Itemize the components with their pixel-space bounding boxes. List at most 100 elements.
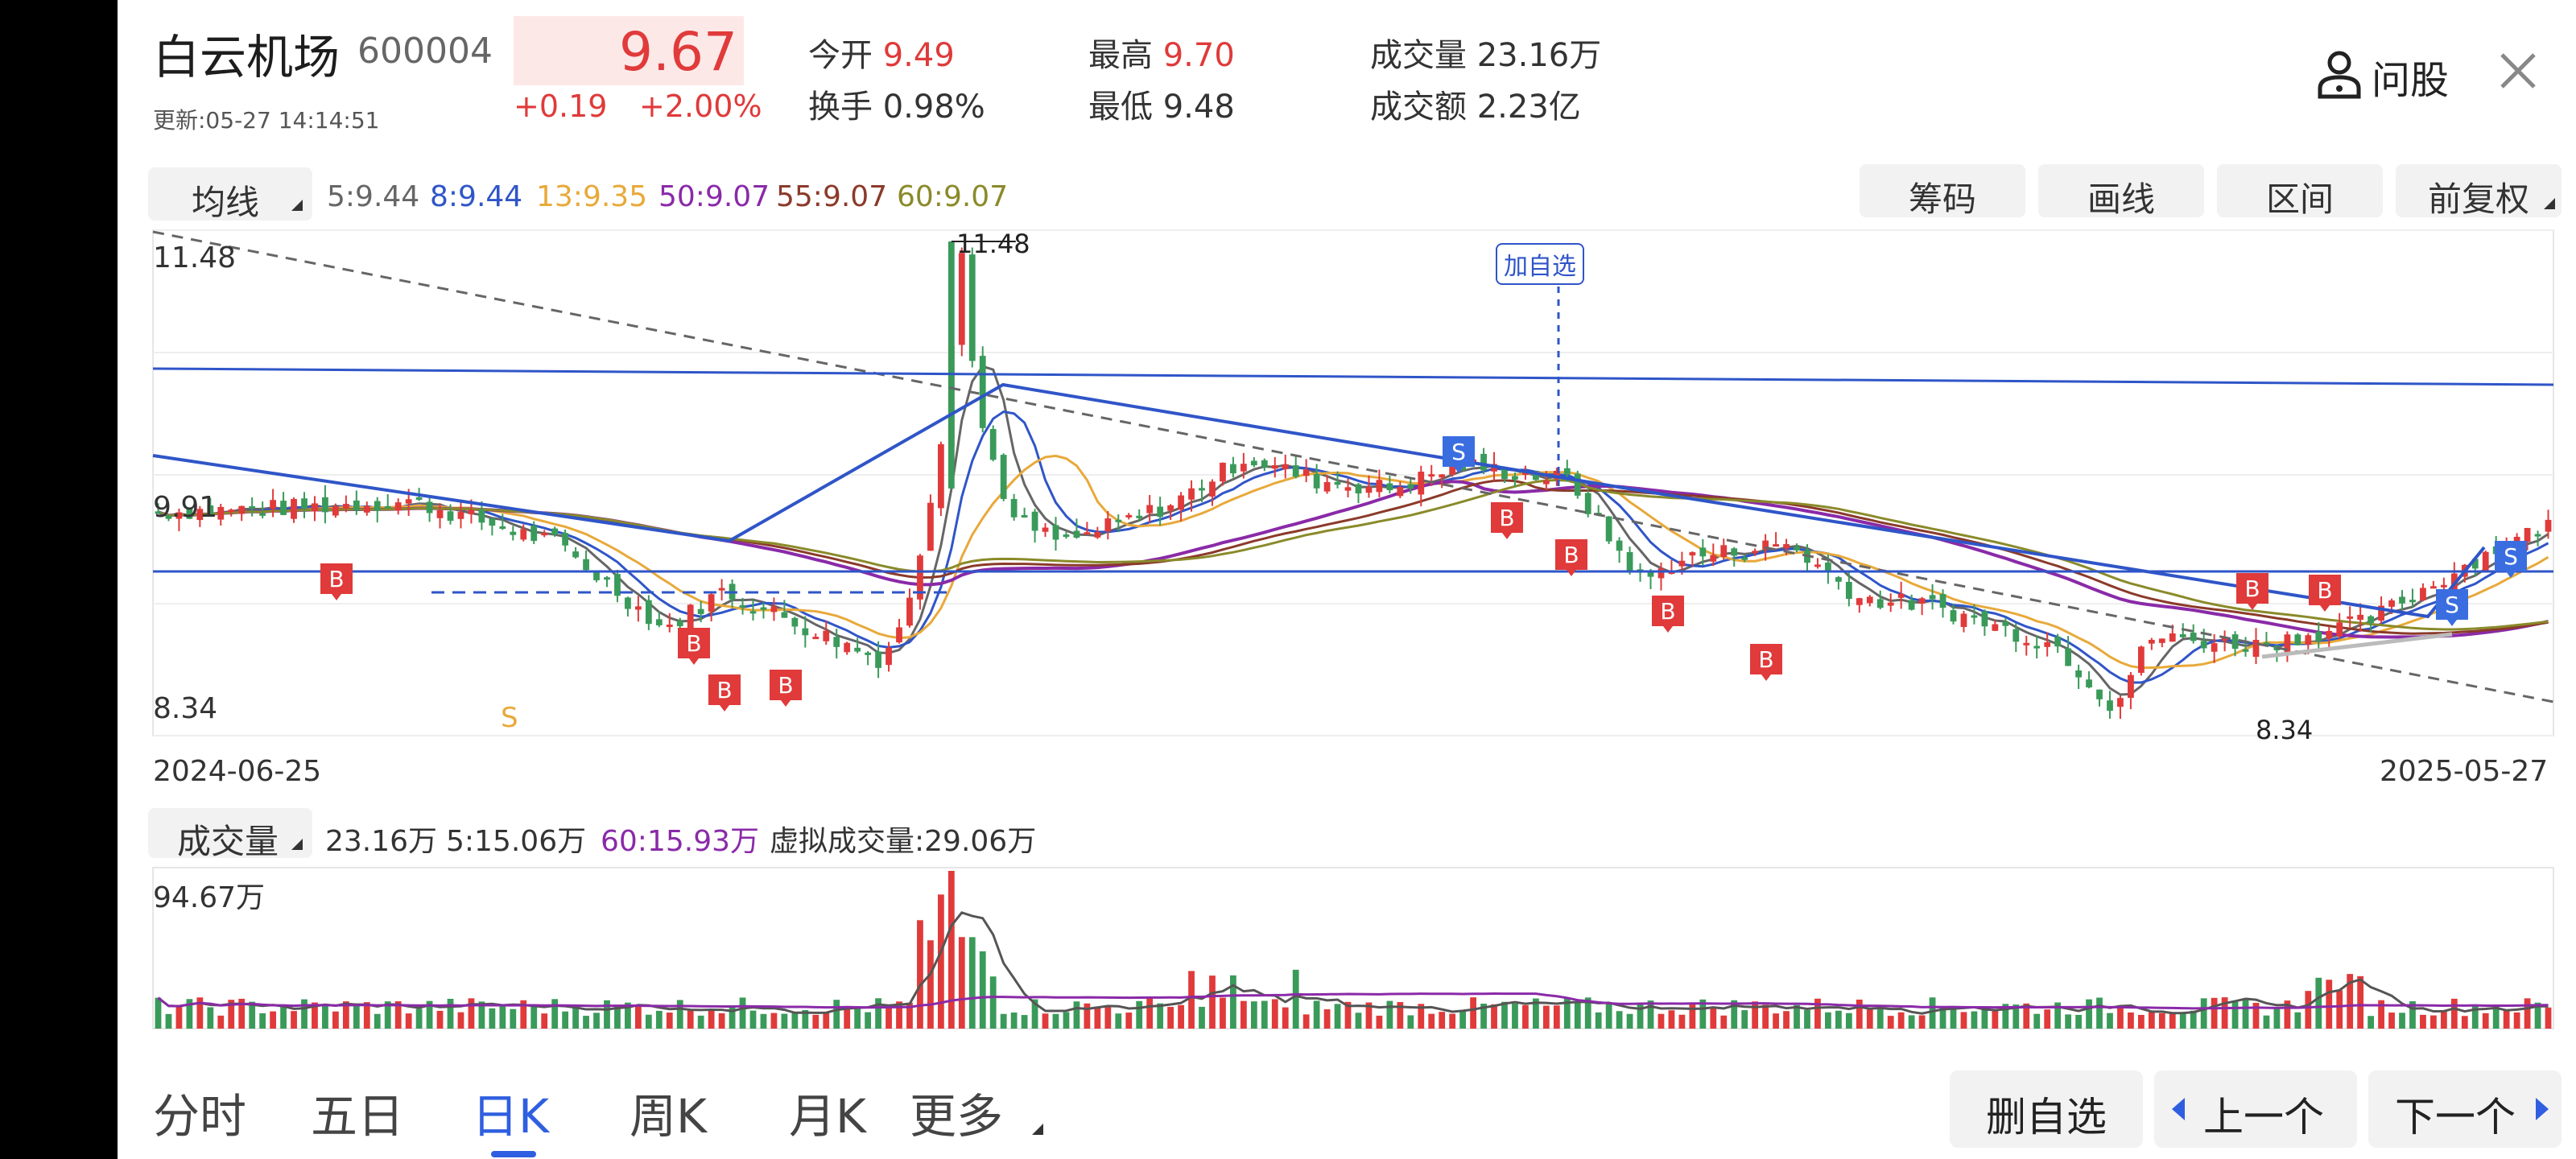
candle-body: [1741, 557, 1748, 560]
buy-mark-text: B: [778, 672, 793, 699]
volume-bar: [353, 1003, 360, 1029]
tab-intraday[interactable]: 分时: [153, 1089, 247, 1144]
candle-body: [968, 254, 976, 361]
candle-body: [1418, 472, 1425, 495]
volume-bar: [1563, 998, 1571, 1029]
volume-bar: [322, 1004, 328, 1029]
buy-mark-text: B: [716, 677, 732, 703]
volume-bar: [175, 1006, 183, 1029]
volume-bar: [1845, 1013, 1852, 1029]
volume-bar: [781, 1013, 788, 1029]
volume-bar: [2399, 1013, 2405, 1029]
candle-body: [958, 253, 965, 345]
ma-selector[interactable]: 均线: [148, 167, 312, 222]
close-icon[interactable]: [2492, 45, 2544, 97]
volume-bar: [342, 1001, 349, 1029]
candle-body: [1887, 602, 1894, 606]
volume-bar: [2388, 1013, 2395, 1029]
chips-button[interactable]: 筹码: [1860, 164, 2025, 219]
prev-stock-button[interactable]: 上一个: [2154, 1070, 2357, 1148]
candle-body: [228, 509, 235, 513]
candle-body: [363, 506, 370, 513]
candle-body: [2305, 635, 2312, 645]
volume-chart[interactable]: [118, 861, 2576, 1038]
volume-bar: [1167, 1007, 1174, 1029]
candle-body: [2200, 641, 2207, 649]
volume-bar: [1480, 1003, 1487, 1029]
ask-stock-button[interactable]: 问股: [2315, 45, 2486, 103]
candle-body: [2534, 534, 2541, 537]
volume-bar: [604, 1000, 610, 1029]
candle-body: [1866, 596, 1873, 604]
volume-bar: [1459, 1010, 1467, 1029]
chevron-left-icon: [2172, 1098, 2185, 1120]
volume-bar: [844, 1005, 851, 1029]
candle-body: [1908, 600, 1915, 610]
volume-bar: [2065, 1014, 2072, 1029]
volume-bar: [1021, 1015, 1028, 1029]
virtual-volume: 虚拟成交量:29.06万: [770, 825, 1037, 858]
volume-bar: [457, 1012, 464, 1029]
volume-bar: [1376, 1015, 1383, 1029]
volume-selector[interactable]: 成交量: [148, 808, 312, 861]
volume-bar: [1794, 1004, 1800, 1029]
tab-monthly[interactable]: 月K: [789, 1089, 867, 1144]
candle-body: [781, 612, 788, 618]
candle-body: [1762, 540, 1769, 550]
volume-bar: [2086, 999, 2092, 1029]
volume-bar: [2524, 998, 2531, 1029]
ma-50: 50:9.07: [658, 180, 770, 213]
volume-bar: [238, 998, 246, 1029]
volume-bar: [2054, 1002, 2062, 1029]
tab-weekly[interactable]: 周K: [630, 1089, 708, 1144]
adjust-button[interactable]: 前复权: [2396, 164, 2562, 219]
volume-bar: [1010, 1013, 1018, 1029]
candle-body: [1439, 474, 1446, 478]
volume-bar: [374, 1013, 381, 1029]
candle-body: [2211, 643, 2218, 652]
draw-line-button[interactable]: 画线: [2038, 164, 2204, 219]
candle-body: [405, 499, 412, 504]
trend-line-dashed: [152, 230, 2554, 703]
quote-high: 最高 9.70: [1088, 29, 1235, 76]
volume-bar: [1323, 1009, 1331, 1029]
corner-arrow-icon: [291, 839, 303, 850]
more-tab[interactable]: 更多: [910, 1079, 1055, 1144]
volume-bar: [217, 1015, 225, 1029]
volume-bar: [875, 998, 881, 1029]
candle-body: [1125, 514, 1133, 518]
candle-body: [927, 502, 934, 551]
ma-8: 8:9.44: [430, 180, 523, 213]
volume-bar: [947, 871, 955, 1029]
candle-body: [1647, 572, 1654, 577]
buy-mark-text: B: [686, 630, 701, 657]
candle-body: [301, 498, 308, 509]
tab-five-day[interactable]: 五日: [311, 1089, 405, 1144]
volume-bar: [739, 997, 746, 1029]
candle-body: [833, 637, 840, 647]
candle-body: [2221, 637, 2228, 641]
volume-bar: [1240, 1000, 1247, 1029]
candle-body: [634, 606, 642, 610]
volume-bar: [2357, 975, 2364, 1029]
add-watch-tag[interactable]: 加自选: [1496, 243, 1584, 285]
candle-body: [2023, 642, 2030, 645]
remove-watch-button[interactable]: 删自选: [1950, 1070, 2143, 1148]
volume-bar: [1209, 975, 1216, 1029]
volume-bar: [1439, 1012, 1446, 1029]
volume-bar: [1365, 1002, 1373, 1029]
next-stock-button[interactable]: 下一个: [2368, 1070, 2562, 1148]
candle-body: [1084, 532, 1091, 535]
candle-body: [1282, 464, 1289, 469]
volume-bar: [2148, 1012, 2155, 1029]
tab-daily[interactable]: 日K: [472, 1089, 550, 1144]
candle-body: [1699, 547, 1707, 557]
candle-body: [1918, 598, 1926, 604]
candle-body: [2075, 670, 2082, 678]
candle-body: [1720, 545, 1728, 558]
ma-selector-label: 均线: [192, 183, 260, 222]
active-tab-indicator: [491, 1151, 536, 1157]
candle-body: [2336, 622, 2343, 637]
range-button[interactable]: 区间: [2217, 164, 2383, 219]
